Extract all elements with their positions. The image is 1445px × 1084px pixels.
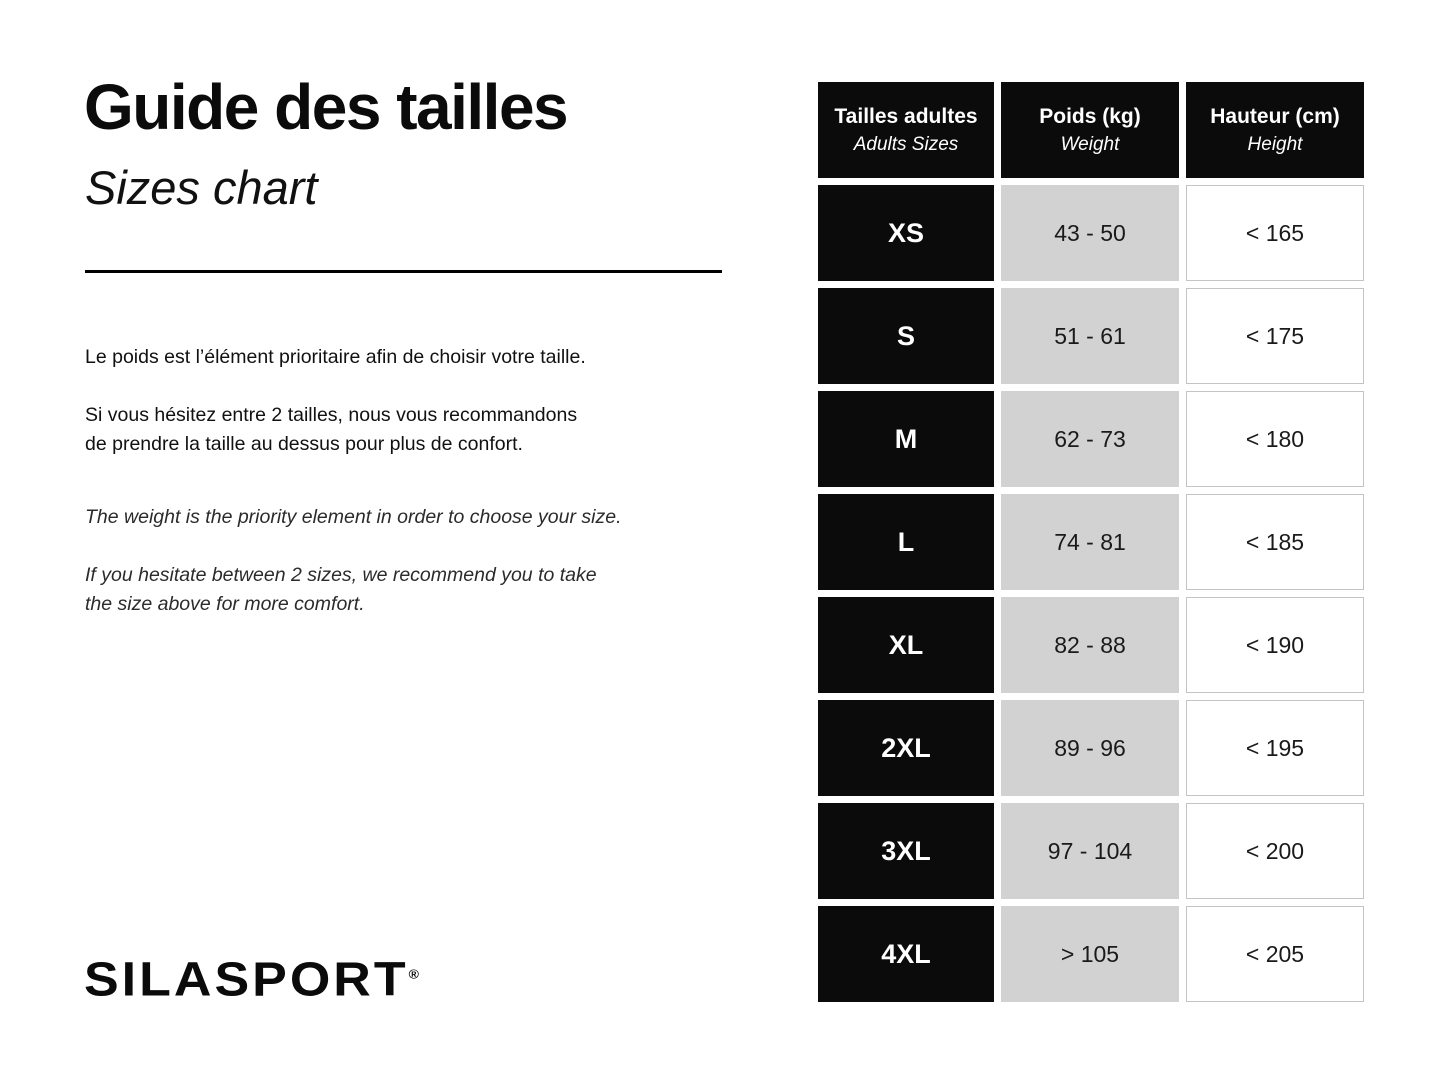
height-cell-2xl: < 195 xyxy=(1186,700,1364,796)
weight-cell-l: 74 - 81 xyxy=(1001,494,1179,590)
size-guide-table: Tailles adultes Adults Sizes Poids (kg) … xyxy=(818,82,1364,1002)
column-header-weight: Poids (kg) Weight xyxy=(1001,82,1179,178)
column-header-sizes-sublabel: Adults Sizes xyxy=(853,133,959,155)
column-header-sizes: Tailles adultes Adults Sizes xyxy=(818,82,994,178)
weight-cell-2xl: 89 - 96 xyxy=(1001,700,1179,796)
size-cell-4xl: 4XL xyxy=(818,906,994,1002)
registered-trademark-symbol: ® xyxy=(408,966,419,982)
page-title: Guide des tailles xyxy=(84,71,569,143)
height-cell-m: < 180 xyxy=(1186,391,1364,487)
weight-cell-4xl: > 105 xyxy=(1001,906,1179,1002)
note-english-size-recommendation: If you hesitate between 2 sizes, we reco… xyxy=(85,563,597,615)
weight-cell-s: 51 - 61 xyxy=(1001,288,1179,384)
silasport-logo: SILASPORT® xyxy=(84,950,419,1004)
note-english-weight-priority: The weight is the priority element in or… xyxy=(85,505,622,528)
column-header-weight-sublabel: Weight xyxy=(1060,133,1120,155)
column-header-weight-label: Poids (kg) xyxy=(1039,104,1141,128)
size-cell-s: S xyxy=(818,288,994,384)
weight-cell-xl: 82 - 88 xyxy=(1001,597,1179,693)
column-header-sizes-label: Tailles adultes xyxy=(834,104,978,128)
height-cell-3xl: < 200 xyxy=(1186,803,1364,899)
column-header-height-label: Hauteur (cm) xyxy=(1210,104,1340,128)
height-cell-l: < 185 xyxy=(1186,494,1364,590)
size-cell-xs: XS xyxy=(818,185,994,281)
height-cell-s: < 175 xyxy=(1186,288,1364,384)
size-cell-xl: XL xyxy=(818,597,994,693)
page-subtitle: Sizes chart xyxy=(85,161,318,214)
size-cell-l: L xyxy=(818,494,994,590)
divider-line xyxy=(85,270,722,273)
column-header-height-sublabel: Height xyxy=(1247,133,1303,155)
size-cell-3xl: 3XL xyxy=(818,803,994,899)
height-cell-xl: < 190 xyxy=(1186,597,1364,693)
weight-cell-3xl: 97 - 104 xyxy=(1001,803,1179,899)
size-cell-2xl: 2XL xyxy=(818,700,994,796)
weight-cell-xs: 43 - 50 xyxy=(1001,185,1179,281)
weight-cell-m: 62 - 73 xyxy=(1001,391,1179,487)
note-french-size-recommendation: Si vous hésitez entre 2 tailles, nous vo… xyxy=(85,403,578,455)
brand-wordmark: SILASPORT xyxy=(84,953,409,1007)
note-french-weight-priority: Le poids est l’élément prioritaire afin … xyxy=(85,345,586,368)
column-header-height: Hauteur (cm) Height xyxy=(1186,82,1364,178)
height-cell-xs: < 165 xyxy=(1186,185,1364,281)
height-cell-4xl: < 205 xyxy=(1186,906,1364,1002)
size-cell-m: M xyxy=(818,391,994,487)
